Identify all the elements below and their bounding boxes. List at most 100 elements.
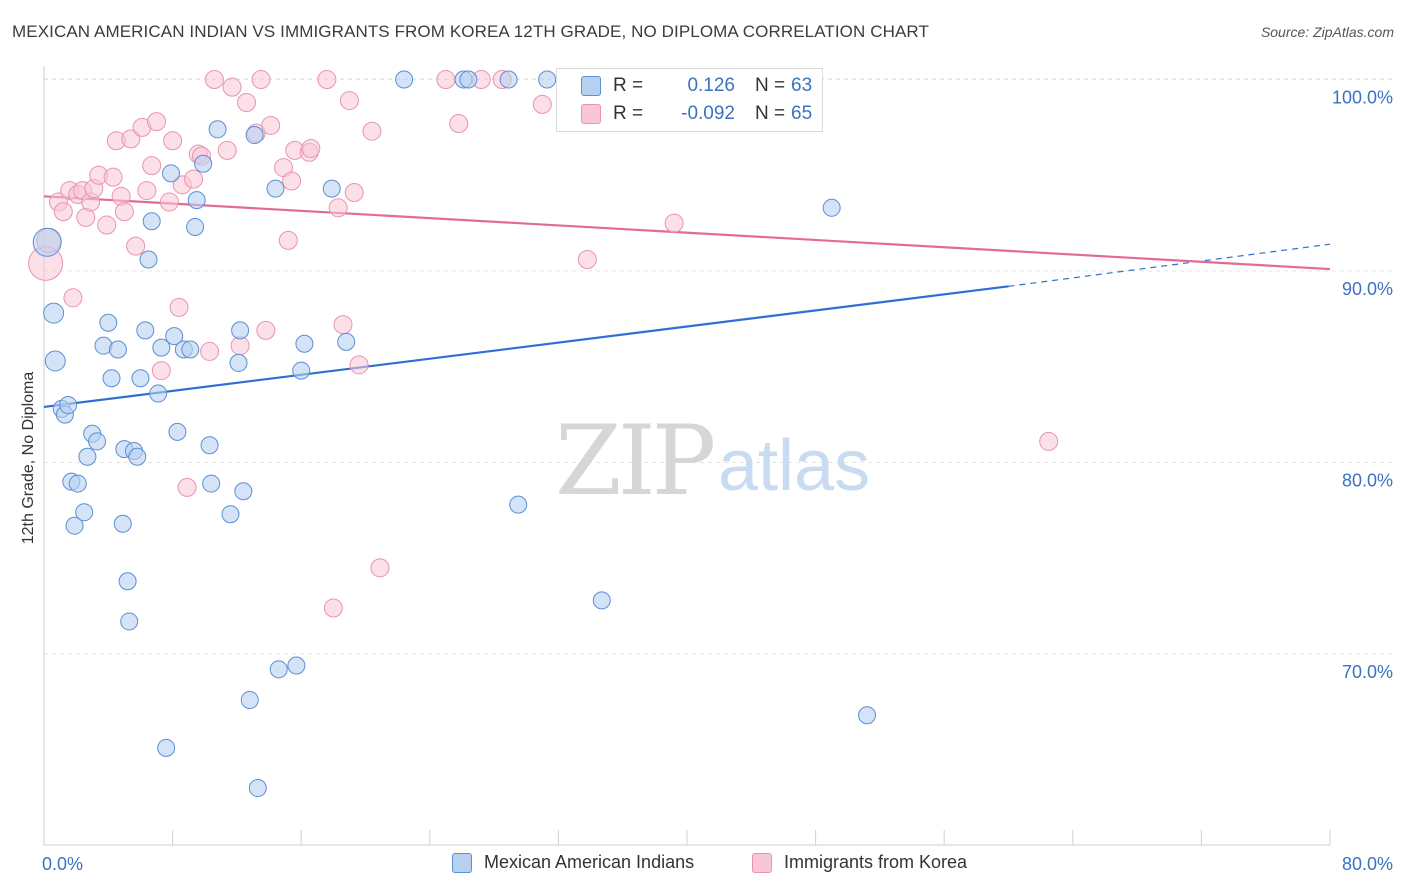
- point-mexican-american-indians: [44, 350, 66, 372]
- point-mexican-american-indians: [99, 313, 118, 332]
- point-mexican-american-indians: [194, 154, 213, 173]
- legend-item-immigrants-from-korea[interactable]: Immigrants from Korea: [752, 852, 967, 873]
- y-tick-label: 100.0%: [1332, 88, 1393, 108]
- point-immigrants-from-korea: [163, 131, 183, 151]
- r-label: R =: [613, 103, 644, 124]
- point-mexican-american-indians: [88, 432, 107, 451]
- point-mexican-american-indians: [149, 384, 168, 403]
- point-immigrants-from-korea: [222, 77, 242, 97]
- point-mexican-american-indians: [322, 179, 341, 198]
- point-mexican-american-indians: [248, 779, 267, 798]
- point-mexican-american-indians: [118, 572, 137, 591]
- point-mexican-american-indians: [208, 120, 227, 139]
- point-mexican-american-indians: [269, 660, 288, 679]
- point-mexican-american-indians: [65, 516, 84, 535]
- point-immigrants-from-korea: [63, 288, 83, 308]
- pink-swatch-icon: [752, 852, 772, 873]
- chart-title: MEXICAN AMERICAN INDIAN VS IMMIGRANTS FR…: [12, 22, 929, 41]
- point-mexican-american-indians: [240, 690, 259, 709]
- point-immigrants-from-korea: [577, 250, 597, 270]
- point-mexican-american-indians: [142, 212, 161, 231]
- point-mexican-american-indians: [120, 612, 139, 631]
- point-immigrants-from-korea: [126, 236, 146, 256]
- point-mexican-american-indians: [102, 369, 121, 388]
- point-mexican-american-indians: [499, 70, 518, 89]
- point-immigrants-from-korea: [349, 355, 369, 375]
- blue-swatch-icon: [581, 76, 601, 96]
- point-immigrants-from-korea: [177, 477, 197, 497]
- n-label: N =: [755, 75, 786, 96]
- point-mexican-american-indians: [157, 738, 176, 757]
- point-immigrants-from-korea: [256, 320, 276, 340]
- point-mexican-american-indians: [221, 505, 240, 524]
- legend-row-pink: R = -0.092 N = 65: [581, 101, 812, 127]
- r-value: 0.126: [687, 75, 735, 96]
- point-immigrants-from-korea: [137, 181, 157, 201]
- point-immigrants-from-korea: [362, 121, 382, 141]
- point-mexican-american-indians: [131, 369, 150, 388]
- point-mexican-american-indians: [139, 250, 158, 269]
- x-tick-label: 80.0%: [1342, 854, 1393, 874]
- point-immigrants-from-korea: [339, 91, 359, 111]
- r-label: R =: [613, 75, 644, 96]
- point-immigrants-from-korea: [147, 112, 167, 132]
- point-mexican-american-indians: [202, 474, 221, 493]
- point-immigrants-from-korea: [230, 336, 250, 356]
- series-legend: Mexican American Indians Immigrants from…: [0, 852, 1406, 878]
- watermark-zip: ZIP: [555, 405, 716, 517]
- point-immigrants-from-korea: [114, 202, 134, 222]
- point-mexican-american-indians: [165, 327, 184, 346]
- y-tick-label: 70.0%: [1342, 662, 1393, 682]
- trend-line-immigrants-from-korea: [43, 195, 1331, 271]
- point-mexican-american-indians: [136, 321, 155, 340]
- blue-swatch-icon: [452, 852, 472, 873]
- point-mexican-american-indians: [337, 332, 356, 351]
- r-value: -0.092: [681, 103, 735, 124]
- x-tick-label: 0.0%: [42, 854, 83, 874]
- point-immigrants-from-korea: [159, 192, 179, 212]
- point-immigrants-from-korea: [237, 92, 257, 112]
- point-immigrants-from-korea: [301, 138, 321, 158]
- tick-labels: 70.0% 80.0% 90.0% 100.0% 0.0% 80.0%: [42, 88, 1393, 875]
- point-mexican-american-indians: [152, 338, 171, 357]
- point-immigrants-from-korea: [103, 167, 123, 187]
- n-value: 65: [791, 103, 813, 124]
- point-mexican-american-indians: [858, 706, 877, 725]
- point-immigrants-from-korea: [169, 297, 189, 317]
- point-immigrants-from-korea: [333, 315, 353, 335]
- point-immigrants-from-korea: [664, 213, 684, 233]
- legend-item-mexican-american-indians[interactable]: Mexican American Indians: [452, 852, 694, 873]
- point-mexican-american-indians: [187, 191, 206, 210]
- point-immigrants-from-korea: [183, 169, 203, 189]
- point-immigrants-from-korea: [436, 70, 456, 89]
- point-immigrants-from-korea: [142, 156, 162, 176]
- point-mexican-american-indians: [59, 396, 78, 415]
- point-mexican-american-indians: [186, 217, 205, 236]
- point-immigrants-from-korea: [111, 186, 131, 206]
- trend-lines: [43, 195, 1331, 409]
- point-immigrants-from-korea: [344, 182, 364, 202]
- n-value: 63: [791, 75, 813, 96]
- point-mexican-american-indians: [108, 340, 127, 359]
- y-axis-label: 12th Grade, No Diploma: [20, 371, 37, 545]
- point-mexican-american-indians: [395, 70, 414, 89]
- point-immigrants-from-korea: [261, 115, 281, 135]
- point-mexican-american-indians: [113, 514, 132, 533]
- point-immigrants-from-korea: [1039, 431, 1059, 451]
- data-points: [28, 70, 1059, 798]
- point-immigrants-from-korea: [328, 198, 348, 218]
- point-mexican-american-indians: [32, 227, 62, 257]
- point-immigrants-from-korea: [251, 70, 271, 89]
- watermark-atlas: atlas: [718, 426, 871, 506]
- point-mexican-american-indians: [43, 302, 65, 324]
- point-immigrants-from-korea: [370, 558, 390, 578]
- n-label: N =: [755, 103, 786, 124]
- point-immigrants-from-korea: [151, 361, 171, 381]
- point-immigrants-from-korea: [282, 171, 302, 191]
- point-mexican-american-indians: [128, 447, 147, 466]
- point-mexican-american-indians: [245, 126, 264, 145]
- point-mexican-american-indians: [229, 353, 248, 372]
- point-immigrants-from-korea: [97, 215, 117, 235]
- legend-label: Immigrants from Korea: [784, 852, 968, 872]
